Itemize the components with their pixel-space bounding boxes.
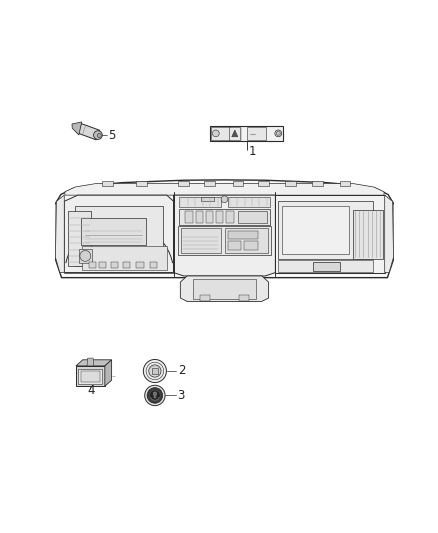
- Bar: [312, 181, 323, 185]
- Bar: [230, 127, 240, 140]
- Text: Z: Z: [250, 129, 254, 134]
- Bar: [204, 181, 215, 185]
- Circle shape: [146, 362, 164, 380]
- Circle shape: [276, 131, 280, 135]
- Circle shape: [275, 130, 282, 137]
- Bar: [247, 127, 266, 140]
- Bar: [88, 262, 96, 269]
- Bar: [82, 246, 167, 270]
- Circle shape: [80, 251, 91, 261]
- Bar: [210, 126, 283, 141]
- Bar: [353, 210, 383, 259]
- Text: 4: 4: [87, 384, 95, 397]
- Bar: [313, 262, 340, 271]
- Bar: [211, 127, 230, 140]
- Polygon shape: [87, 358, 94, 366]
- Bar: [78, 369, 102, 384]
- Bar: [278, 201, 373, 259]
- Polygon shape: [180, 276, 268, 302]
- Polygon shape: [76, 366, 105, 386]
- Bar: [150, 262, 157, 269]
- Text: 2: 2: [178, 365, 185, 377]
- Circle shape: [143, 359, 166, 383]
- Circle shape: [145, 385, 165, 406]
- Polygon shape: [173, 195, 276, 276]
- Bar: [196, 211, 203, 223]
- Bar: [154, 394, 155, 399]
- Bar: [154, 392, 156, 399]
- Bar: [216, 211, 223, 223]
- Bar: [285, 181, 296, 185]
- Bar: [228, 197, 270, 207]
- Bar: [244, 241, 258, 251]
- Bar: [136, 262, 144, 269]
- Circle shape: [94, 131, 102, 140]
- Bar: [282, 206, 350, 254]
- Bar: [233, 181, 244, 185]
- Bar: [81, 370, 100, 382]
- Polygon shape: [232, 130, 238, 137]
- Bar: [179, 209, 270, 225]
- Bar: [123, 262, 130, 269]
- Text: 5: 5: [108, 130, 116, 142]
- Bar: [67, 212, 91, 266]
- Bar: [78, 249, 92, 263]
- Polygon shape: [72, 122, 82, 135]
- Bar: [179, 197, 221, 207]
- Text: 1: 1: [248, 145, 256, 158]
- Bar: [258, 181, 269, 185]
- Bar: [102, 181, 113, 185]
- Bar: [339, 181, 350, 185]
- Bar: [152, 368, 158, 374]
- Bar: [99, 262, 106, 269]
- Bar: [228, 231, 258, 239]
- Polygon shape: [76, 360, 112, 366]
- Polygon shape: [385, 195, 393, 272]
- Bar: [238, 211, 267, 223]
- Bar: [278, 260, 373, 272]
- Bar: [181, 229, 221, 253]
- Circle shape: [97, 133, 101, 138]
- Bar: [225, 229, 268, 253]
- Bar: [111, 262, 118, 269]
- Bar: [226, 211, 233, 223]
- Polygon shape: [55, 180, 394, 278]
- Bar: [178, 181, 189, 185]
- Text: 3: 3: [178, 389, 185, 402]
- Bar: [178, 227, 271, 255]
- Polygon shape: [65, 184, 384, 195]
- Text: ucon: ucon: [222, 132, 231, 135]
- Circle shape: [153, 392, 156, 395]
- Bar: [75, 206, 163, 266]
- Bar: [136, 181, 147, 185]
- Bar: [239, 295, 249, 302]
- Bar: [201, 197, 214, 200]
- Circle shape: [149, 390, 160, 401]
- Bar: [206, 211, 213, 223]
- Polygon shape: [276, 195, 385, 272]
- Circle shape: [147, 387, 162, 403]
- Circle shape: [212, 130, 219, 137]
- Polygon shape: [78, 124, 100, 140]
- Polygon shape: [64, 195, 173, 272]
- Polygon shape: [56, 195, 64, 272]
- Bar: [200, 295, 210, 302]
- Bar: [228, 241, 241, 251]
- Text: P: P: [214, 131, 217, 136]
- Bar: [81, 218, 146, 245]
- Polygon shape: [105, 360, 112, 386]
- Bar: [193, 279, 256, 299]
- Circle shape: [221, 196, 228, 203]
- Circle shape: [149, 365, 161, 377]
- Bar: [185, 211, 193, 223]
